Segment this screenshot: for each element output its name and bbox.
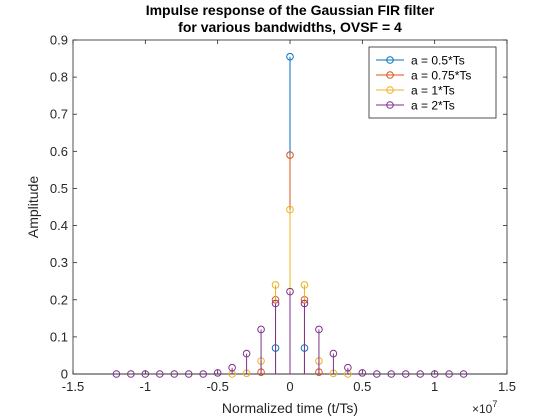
stem-marker xyxy=(286,151,294,159)
stem-marker xyxy=(271,299,280,308)
legend-marker xyxy=(386,56,394,64)
y-tick-label: 0 xyxy=(61,367,68,382)
y-tick-label: 0.6 xyxy=(50,144,68,159)
legend-label: a = 0.5*Ts xyxy=(411,54,465,68)
stem-marker xyxy=(184,370,193,378)
stem-marker xyxy=(286,52,294,61)
stem-marker xyxy=(170,370,179,378)
legend: a = 0.5*Tsa = 0.75*Tsa = 1*Tsa = 2*Ts xyxy=(368,46,497,119)
x-axis-exponent: ×107 xyxy=(472,399,497,416)
y-tick-label: 0.3 xyxy=(50,255,68,270)
legend-item: a = 1*Ts xyxy=(376,84,455,98)
chart-title-line-2: for various bandwidths, OVSF = 4 xyxy=(178,19,402,35)
x-tick-label: 1.5 xyxy=(498,379,516,394)
legend-marker xyxy=(386,71,394,79)
legend-marker xyxy=(386,86,394,94)
y-axis-label: Amplitude xyxy=(25,176,41,238)
y-tick-label: 0.8 xyxy=(50,70,68,85)
legend-label: a = 2*Ts xyxy=(411,99,455,113)
stem-marker xyxy=(286,205,294,214)
x-tick-label: 1 xyxy=(431,379,438,394)
stem-marker xyxy=(329,349,338,358)
stem-marker xyxy=(358,369,367,377)
x-axis-exponent-power: 7 xyxy=(492,399,497,409)
legend-label: a = 0.75*Ts xyxy=(411,69,471,83)
x-tick-label: 0.5 xyxy=(353,379,371,394)
x-tick-label: -0.5 xyxy=(206,379,228,394)
stem-marker xyxy=(127,370,135,378)
legend-marker xyxy=(386,101,394,109)
stem-marker xyxy=(344,363,352,372)
legend-item: a = 0.5*Ts xyxy=(376,54,465,68)
stem-marker xyxy=(112,370,121,378)
stem-marker xyxy=(257,325,265,334)
x-tick-label: -1.5 xyxy=(62,379,84,394)
stem-marker xyxy=(387,370,396,378)
y-tick-label: 0.5 xyxy=(50,181,68,196)
legend-box xyxy=(368,46,497,119)
x-axis-label: Normalized time (t/Ts) xyxy=(222,400,358,416)
stem-marker xyxy=(271,281,280,289)
y-tick-label: 0.1 xyxy=(50,329,68,344)
x-tick-label: 0 xyxy=(286,379,293,394)
y-tick-label: 0.4 xyxy=(50,218,68,233)
y-tick-label: 0.7 xyxy=(50,107,68,122)
x-axis-exponent-base: ×10 xyxy=(472,402,493,416)
stem-marker xyxy=(430,370,439,378)
stem-marker xyxy=(199,370,207,378)
stem-marker xyxy=(242,349,251,358)
stem-marker xyxy=(373,370,381,378)
legend-item: a = 2*Ts xyxy=(376,99,455,113)
x-tick-label: -1 xyxy=(140,379,152,394)
stem-marker xyxy=(459,370,468,378)
chart-title-line-1: Impulse response of the Gaussian FIR fil… xyxy=(146,2,435,18)
stem-marker xyxy=(300,299,309,308)
legend-item: a = 0.75*Ts xyxy=(376,69,471,83)
stem-marker xyxy=(300,281,309,289)
stem-marker xyxy=(156,370,164,378)
y-tick-label: 0.2 xyxy=(50,292,68,307)
stem-marker xyxy=(445,370,453,378)
stem-marker xyxy=(416,370,425,378)
series-4 xyxy=(112,287,468,378)
y-tick-label: 0.9 xyxy=(50,33,68,48)
legend-label: a = 1*Ts xyxy=(411,84,455,98)
stem-marker xyxy=(315,325,323,334)
stem-marker xyxy=(401,370,410,378)
stem-marker xyxy=(228,363,236,372)
stem-marker xyxy=(213,369,222,377)
stem-marker xyxy=(141,370,150,378)
stem-marker xyxy=(286,287,294,296)
